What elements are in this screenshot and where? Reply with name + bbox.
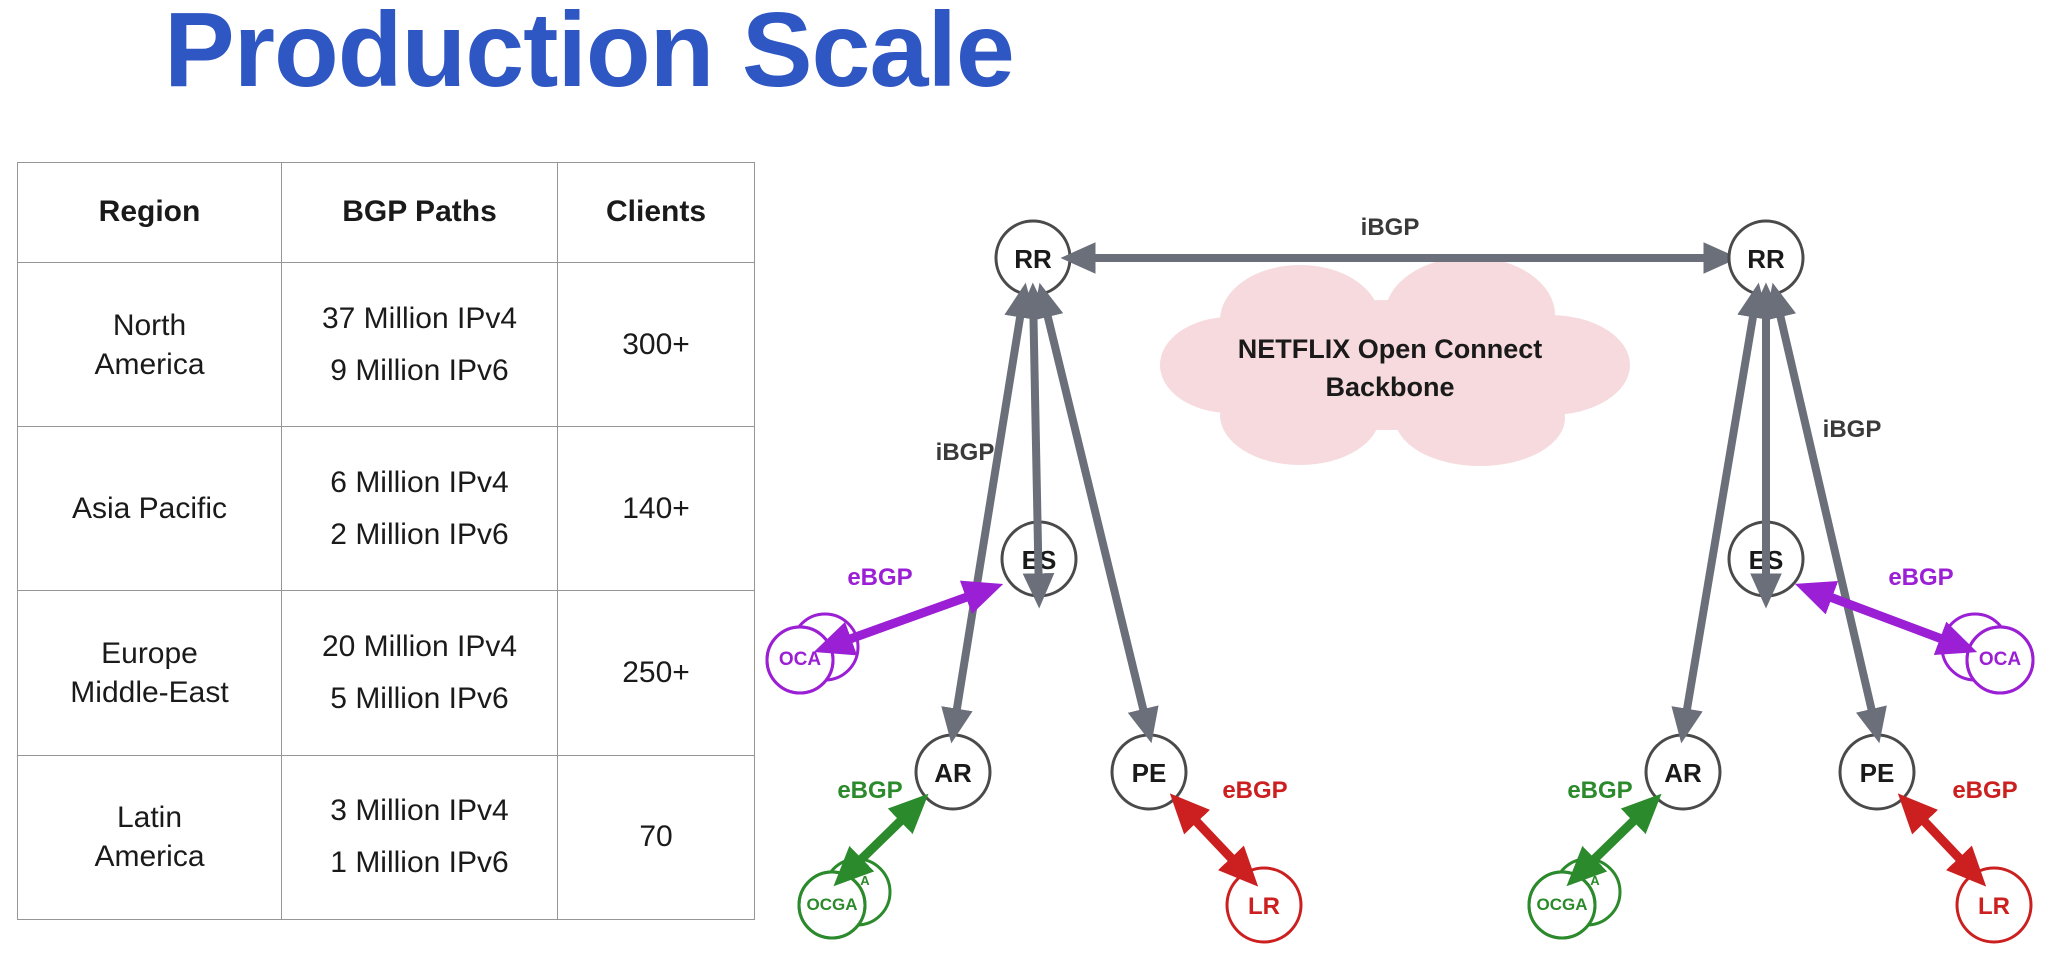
svg-text:eBGP: eBGP — [1888, 564, 1953, 591]
svg-text:PE: PE — [1132, 758, 1167, 788]
svg-text:iBGP: iBGP — [1823, 416, 1882, 443]
svg-text:eBGP: eBGP — [1567, 777, 1632, 804]
svg-text:LR: LR — [1978, 893, 2010, 920]
svg-text:A: A — [860, 873, 870, 888]
svg-text:eBGP: eBGP — [1952, 777, 2017, 804]
svg-text:iBGP: iBGP — [1361, 214, 1420, 241]
svg-text:A: A — [1590, 873, 1600, 888]
svg-text:AR: AR — [934, 758, 972, 788]
svg-text:NETFLIX Open Connect: NETFLIX Open Connect — [1238, 334, 1543, 364]
svg-text:eBGP: eBGP — [837, 777, 902, 804]
svg-text:RR: RR — [1014, 244, 1052, 274]
svg-text:PE: PE — [1860, 758, 1895, 788]
svg-text:Backbone: Backbone — [1325, 372, 1454, 402]
svg-text:eBGP: eBGP — [847, 564, 912, 591]
svg-text:OCA: OCA — [779, 649, 822, 670]
svg-text:LR: LR — [1248, 893, 1280, 920]
svg-text:OCGA: OCGA — [1537, 895, 1588, 914]
svg-text:eBGP: eBGP — [1222, 777, 1287, 804]
svg-text:iBGP: iBGP — [936, 439, 995, 466]
svg-text:AR: AR — [1664, 758, 1702, 788]
svg-text:OCA: OCA — [1979, 649, 2022, 670]
svg-text:OCGA: OCGA — [807, 895, 858, 914]
svg-text:RR: RR — [1747, 244, 1785, 274]
